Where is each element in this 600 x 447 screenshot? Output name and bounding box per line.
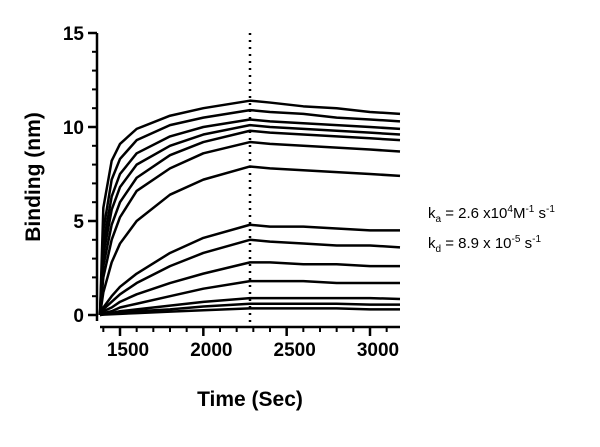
annotation-superscript: -1 <box>532 234 541 245</box>
annotation-part: k <box>428 205 436 222</box>
annotation-part: s <box>520 235 532 252</box>
annotation-superscript: 4 <box>507 204 513 215</box>
series-line <box>99 279 400 317</box>
y-tick-label: 0 <box>73 306 84 327</box>
series-line <box>98 123 401 316</box>
annotation-superscript: -1 <box>525 204 534 215</box>
annotation-subscript: a <box>436 214 442 225</box>
y-tick-label: 5 <box>73 212 84 233</box>
x-tick-label: 1500 <box>107 340 149 361</box>
series-line <box>98 165 401 316</box>
annotation-subscript: d <box>436 244 442 255</box>
x-tick-label: 2000 <box>190 340 232 361</box>
series-line <box>98 129 401 316</box>
y-tick-label: 15 <box>63 24 85 45</box>
series-line <box>98 118 401 316</box>
series-line <box>99 307 400 317</box>
series-line <box>98 108 401 316</box>
series-line <box>98 99 401 316</box>
series-line <box>98 238 401 316</box>
annotation-superscript: -1 <box>546 204 555 215</box>
y-axis-label: Binding (nm) <box>22 112 45 241</box>
annotation-part: = 8.9 x 10 <box>441 235 511 252</box>
x-tick-label: 2500 <box>274 340 316 361</box>
annotation: kd = 8.9 x 10-5 s-1 <box>428 234 541 255</box>
series-line <box>99 261 400 316</box>
x-tick-label: 3000 <box>357 340 399 361</box>
annotation: ka = 2.6 x104M-1 s-1 <box>428 204 555 225</box>
series-line <box>98 223 400 316</box>
annotation-part: M <box>513 205 526 222</box>
annotation-superscript: -5 <box>512 234 521 245</box>
y-tick-label: 10 <box>63 118 84 139</box>
annotation-part: = 2.6 x10 <box>441 205 507 222</box>
annotation-part: k <box>428 235 436 252</box>
x-axis-label: Time (Sec) <box>197 388 303 411</box>
series-line <box>98 140 401 316</box>
annotation-part: s <box>534 205 546 222</box>
